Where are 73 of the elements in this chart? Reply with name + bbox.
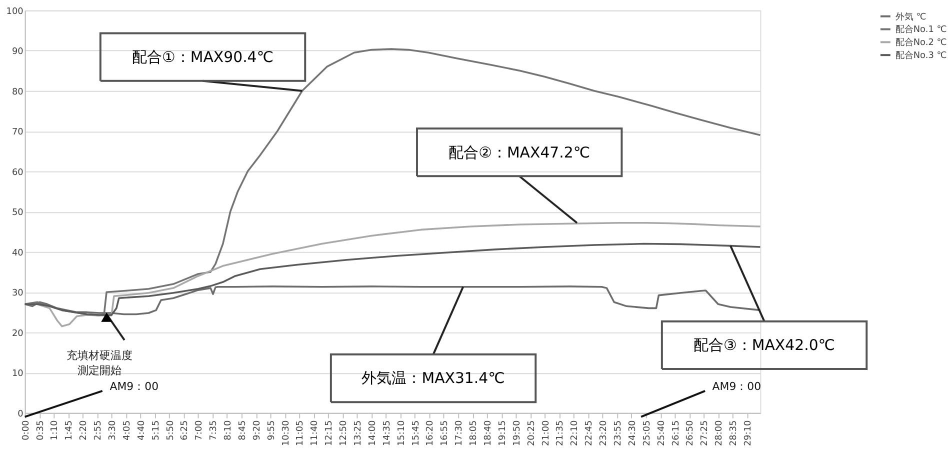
x-tick-label: 10:30 [281,420,292,446]
y-tick-label: 100 [6,6,24,17]
x-tick-label: 5:15 [151,420,162,440]
x-tick-label: 28:35 [729,420,740,446]
y-tick-label: 20 [12,328,24,339]
x-tick-label: 19:15 [498,420,508,446]
x-tick-label: 26:15 [671,420,682,446]
x-tick-label: 13:25 [354,420,364,446]
x-tick-label: 22:45 [584,420,595,446]
x-tick-label: 2:20 [79,420,90,440]
y-tick-label: 80 [12,87,24,98]
y-tick-label: 30 [12,288,24,299]
x-tick-label: 19:50 [512,420,522,446]
x-tick-label: 12:50 [339,420,350,446]
x-tick-label: 17:30 [454,420,465,446]
x-tick-label: 20:25 [526,420,537,446]
x-tick-label: 23:20 [599,420,610,446]
x-tick-label: 21:00 [541,420,552,446]
y-tick-label: 40 [12,248,24,258]
annotation: 配合③：MAX42.0℃ [694,336,836,354]
legend-label: 配合No.2 ℃ [895,37,947,48]
x-tick-label: 25:05 [642,420,652,446]
y-tick-label: 10 [12,369,24,380]
x-tick-label: 23:55 [613,420,624,446]
y-tick-label: 50 [12,208,24,218]
x-tick-label: 8:10 [224,420,234,440]
annotation: 配合②：MAX47.2℃ [448,143,590,162]
annotation: 外気温：MAX31.4℃ [362,369,505,388]
legend-label: 配合No.3 ℃ [895,50,947,62]
x-tick-label: 21:35 [556,420,566,446]
legend-label: 外気 ℃ [895,11,926,22]
x-tick-label: 5:50 [166,420,176,440]
x-tick-label: 22:10 [570,420,580,446]
x-tick-label: 18:40 [484,420,494,446]
x-tick-label: 1:10 [50,420,60,440]
x-tick-label: 1:45 [64,420,75,440]
x-tick-label: 16:20 [426,420,436,446]
y-tick-label: 70 [12,128,24,138]
x-tick-label: 0:35 [36,420,46,440]
x-tick-label: 26:50 [686,420,696,446]
annotation: AM9：00 [712,380,762,393]
x-tick-label: 2:55 [94,420,104,440]
y-tick-label: 60 [12,168,24,178]
x-tick-label: 16:55 [440,420,450,446]
x-tick-label: 8:45 [238,420,248,440]
x-tick-label: 11:40 [310,420,320,446]
x-tick-label: 7:00 [194,420,205,440]
x-tick-label: 4:40 [136,420,147,440]
x-tick-label: 0:00 [21,420,32,440]
x-tick-label: 28:00 [714,420,725,446]
x-tick-label: 15:45 [411,420,422,446]
y-tick-label: 0 [18,409,24,420]
x-tick-label: 15:10 [396,420,407,446]
annotation: AM9：00 [110,380,159,393]
x-tick-label: 27:25 [700,420,710,446]
x-tick-label: 6:25 [180,420,190,440]
x-tick-label: 14:00 [368,420,378,446]
x-tick-label: 4:05 [122,420,132,440]
legend-label: 配合No.1 ℃ [895,24,947,36]
y-tick-label: 90 [12,47,24,58]
x-tick-label: 18:05 [469,420,480,446]
x-tick-label: 9:20 [252,420,262,440]
x-tick-label: 12:15 [324,420,335,446]
x-tick-label: 7:35 [209,420,220,440]
annotation: 配合①：MAX90.4℃ [132,48,274,66]
x-tick-label: 25:40 [656,420,667,446]
x-tick-label: 9:55 [266,420,277,440]
x-tick-label: 29:10 [743,420,754,446]
annotation: 充填材硬温度測定開始 [66,348,133,377]
x-tick-label: 11:05 [296,420,306,446]
x-tick-label: 3:30 [108,420,118,440]
x-tick-label: 14:35 [382,420,392,446]
x-tick-label: 24:30 [628,420,638,446]
